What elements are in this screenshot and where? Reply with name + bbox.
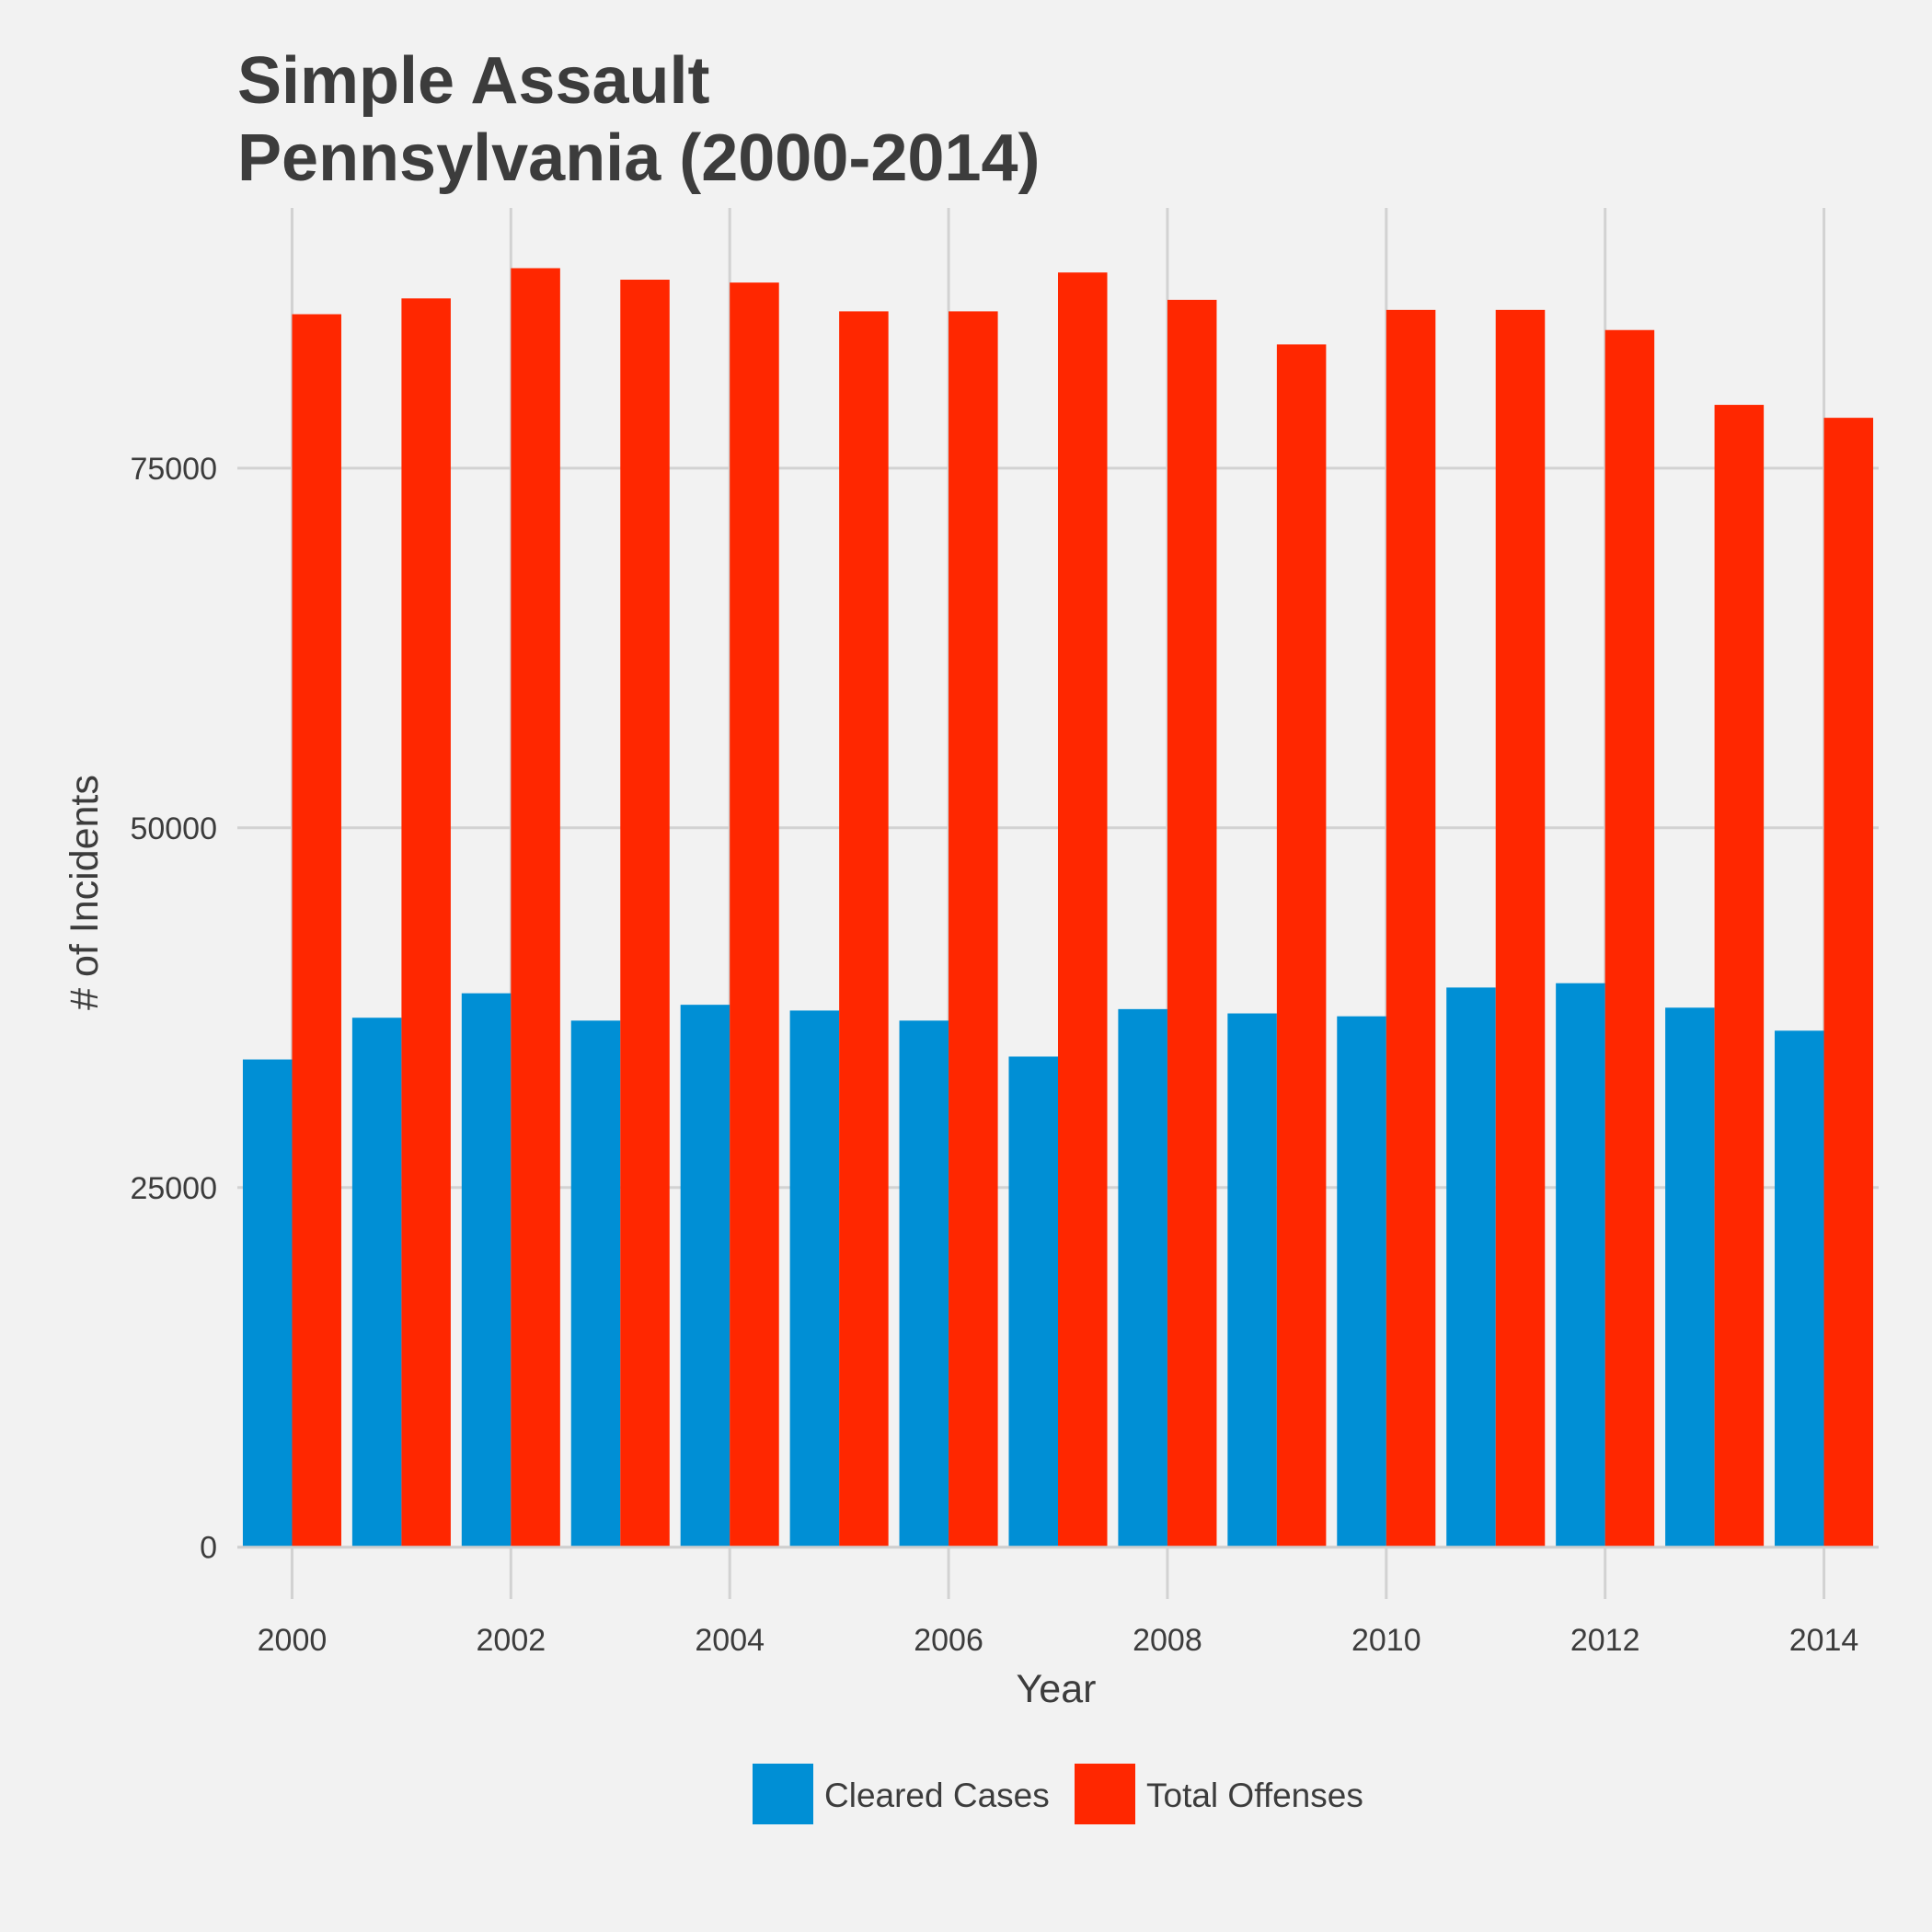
- bar-total-offenses-2008: [1167, 299, 1217, 1547]
- bar-total-offenses-2009: [1276, 344, 1327, 1547]
- x-tick-label-6: 2012: [1570, 1623, 1640, 1658]
- bar-cleared-cases-2012: [1556, 983, 1605, 1547]
- legend-label-total-offenses: Total Offenses: [1146, 1777, 1363, 1814]
- y-tick-labels: 0 25000 50000 75000: [130, 452, 217, 1566]
- y-tick-label-3: 75000: [130, 452, 217, 487]
- bars: [242, 268, 1874, 1547]
- y-tick-label-1: 25000: [130, 1171, 217, 1206]
- bar-total-offenses-2011: [1495, 309, 1546, 1547]
- bar-total-offenses-2007: [1058, 272, 1108, 1547]
- legend: Cleared Cases Total Offenses: [753, 1764, 1363, 1824]
- x-tick-label-4: 2008: [1133, 1623, 1202, 1658]
- y-tick-label-2: 50000: [130, 811, 217, 846]
- bar-cleared-cases-2008: [1118, 1008, 1167, 1547]
- chart-title-line-2: Pennsylvania (2000-2014): [237, 121, 1041, 195]
- x-tick-label-0: 2000: [258, 1623, 328, 1658]
- bar-total-offenses-2003: [620, 280, 670, 1547]
- bar-total-offenses-2001: [401, 298, 451, 1547]
- bar-cleared-cases-2007: [1008, 1056, 1058, 1547]
- bar-total-offenses-2000: [292, 314, 341, 1547]
- x-tick-label-3: 2006: [914, 1623, 983, 1658]
- x-tick-label-7: 2014: [1789, 1623, 1859, 1658]
- chart-title-line-1: Simple Assault: [237, 44, 710, 118]
- legend-label-cleared-cases: Cleared Cases: [824, 1777, 1050, 1814]
- y-axis-label: # of Incidents: [63, 775, 107, 1010]
- x-tick-labels: 2000 2002 2004 2006 2008 2010 2012 2014: [258, 1623, 1859, 1658]
- bar-cleared-cases-2011: [1446, 987, 1496, 1547]
- bar-cleared-cases-2013: [1665, 1007, 1715, 1547]
- bar-total-offenses-2006: [949, 311, 998, 1547]
- bar-total-offenses-2002: [511, 268, 560, 1547]
- bar-cleared-cases-2003: [570, 1020, 621, 1547]
- bar-total-offenses-2014: [1823, 418, 1874, 1547]
- x-tick-label-5: 2010: [1351, 1623, 1421, 1658]
- bar-total-offenses-2004: [730, 282, 779, 1547]
- bar-cleared-cases-2004: [680, 1005, 730, 1547]
- x-tick-label-2: 2004: [695, 1623, 765, 1658]
- bar-cleared-cases-2001: [351, 1018, 402, 1547]
- bar-cleared-cases-2000: [242, 1059, 293, 1547]
- bar-total-offenses-2010: [1386, 309, 1436, 1547]
- legend-swatch-total-offenses: [1075, 1764, 1135, 1824]
- legend-swatch-cleared-cases: [753, 1764, 813, 1824]
- bar-total-offenses-2012: [1604, 329, 1655, 1547]
- bar-total-offenses-2013: [1714, 405, 1765, 1547]
- x-axis-label: Year: [1017, 1667, 1097, 1711]
- bar-cleared-cases-2006: [899, 1020, 949, 1547]
- x-tick-label-1: 2002: [477, 1623, 546, 1658]
- bar-total-offenses-2005: [839, 311, 889, 1547]
- bar-cleared-cases-2002: [461, 993, 512, 1547]
- bar-cleared-cases-2014: [1775, 1030, 1824, 1547]
- y-tick-label-0: 0: [200, 1531, 217, 1566]
- bar-cleared-cases-2005: [789, 1010, 840, 1547]
- bar-cleared-cases-2010: [1337, 1016, 1386, 1547]
- bar-cleared-cases-2009: [1227, 1013, 1277, 1547]
